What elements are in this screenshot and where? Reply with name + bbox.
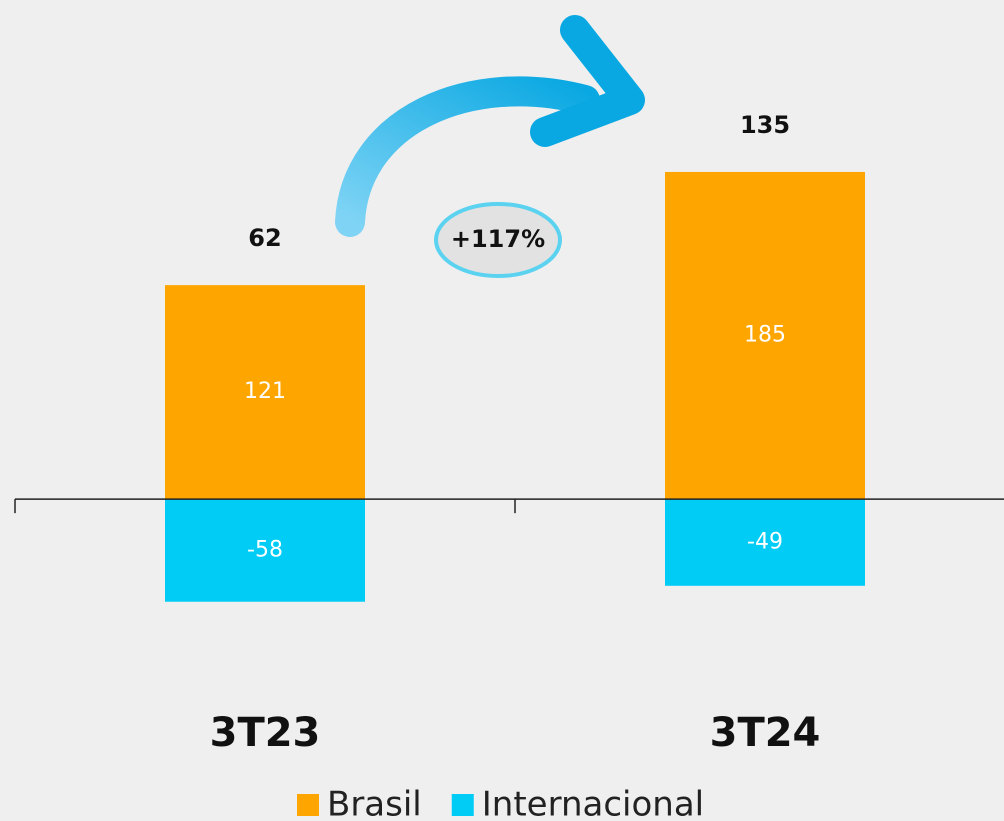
total-label: 62	[248, 224, 281, 252]
bar-segment	[165, 499, 365, 602]
value-label: -58	[247, 537, 283, 562]
legend-label: Brasil	[327, 785, 422, 821]
bar-segment	[665, 499, 865, 586]
legend-swatch	[297, 794, 319, 816]
value-label: 121	[244, 379, 286, 404]
annotation-bubble	[434, 202, 562, 278]
total-label: 135	[740, 111, 790, 139]
arrow-head	[530, 15, 645, 147]
bar-segment	[165, 285, 365, 500]
category-label: 3T23	[210, 710, 321, 756]
value-label: -49	[747, 529, 783, 554]
legend-label: Internacional	[482, 785, 704, 821]
growth-arrow	[335, 76, 600, 237]
legend-swatch	[451, 794, 474, 816]
category-label: 3T24	[710, 710, 821, 756]
bar-segment	[665, 171, 865, 500]
value-label: 185	[744, 323, 786, 348]
annotation: +117%	[451, 225, 545, 253]
